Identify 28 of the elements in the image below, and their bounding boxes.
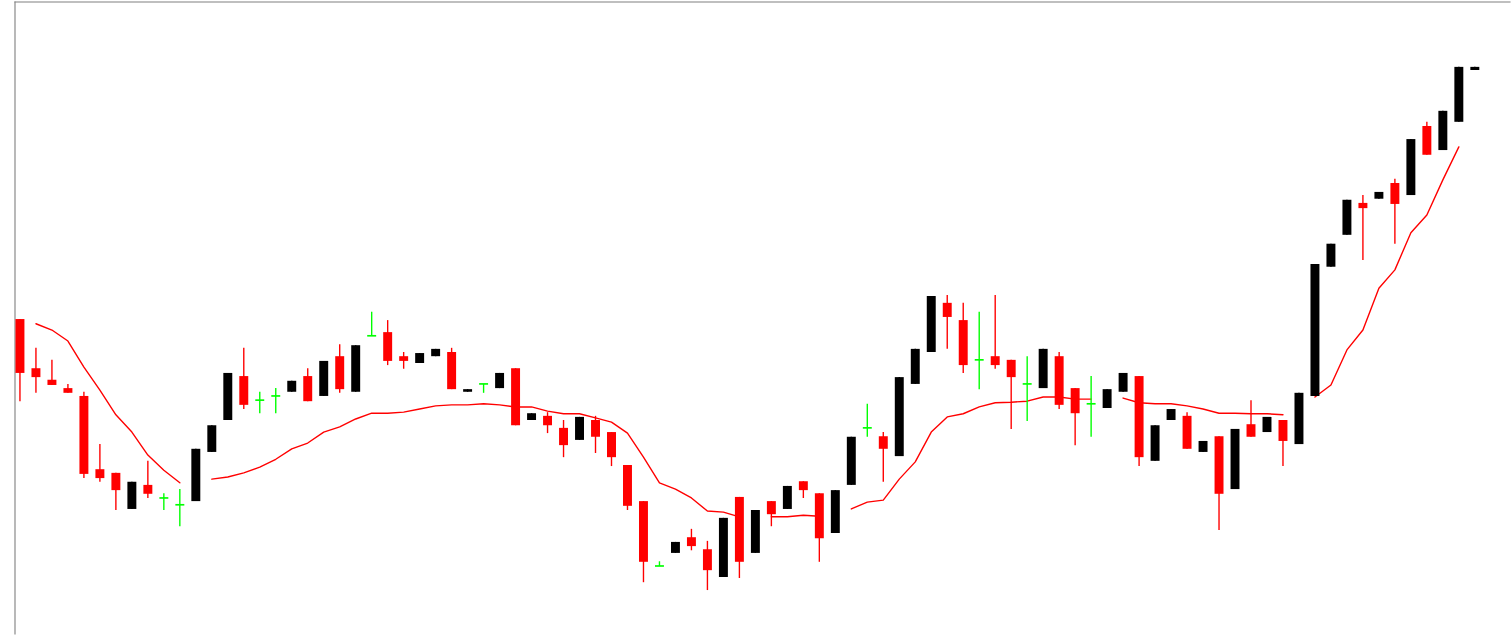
candlestick bbox=[990, 294, 1000, 370]
candlestick bbox=[366, 311, 377, 337]
candlestick bbox=[1246, 399, 1256, 438]
candlestick bbox=[158, 492, 170, 511]
candlestick bbox=[111, 472, 121, 511]
candlestick bbox=[95, 443, 105, 483]
candlestick bbox=[254, 391, 266, 414]
candlestick bbox=[1278, 419, 1288, 467]
candlestick bbox=[1102, 388, 1112, 409]
candlestick bbox=[702, 540, 712, 591]
candlestick bbox=[559, 419, 569, 458]
candlestick bbox=[543, 411, 553, 434]
candlestick bbox=[861, 403, 873, 438]
candlestick bbox=[1390, 178, 1400, 245]
candlestick bbox=[47, 359, 57, 386]
candlestick bbox=[1358, 194, 1368, 261]
candlestick bbox=[686, 528, 696, 551]
candlestick bbox=[1021, 355, 1033, 422]
candlestick bbox=[1006, 359, 1016, 430]
candlestick bbox=[31, 347, 41, 394]
candlestick bbox=[591, 415, 600, 454]
candlestick bbox=[270, 387, 282, 414]
candlestick bbox=[174, 488, 186, 527]
candlestick bbox=[942, 294, 952, 350]
candlestick bbox=[878, 431, 888, 483]
candlestick bbox=[1085, 375, 1097, 438]
candlestick bbox=[143, 460, 153, 499]
candlestick bbox=[973, 311, 985, 390]
